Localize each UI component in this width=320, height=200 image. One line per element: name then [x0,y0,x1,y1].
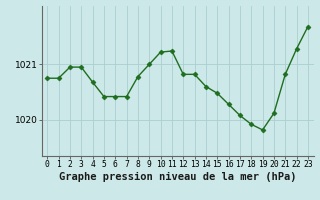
X-axis label: Graphe pression niveau de la mer (hPa): Graphe pression niveau de la mer (hPa) [59,172,296,182]
